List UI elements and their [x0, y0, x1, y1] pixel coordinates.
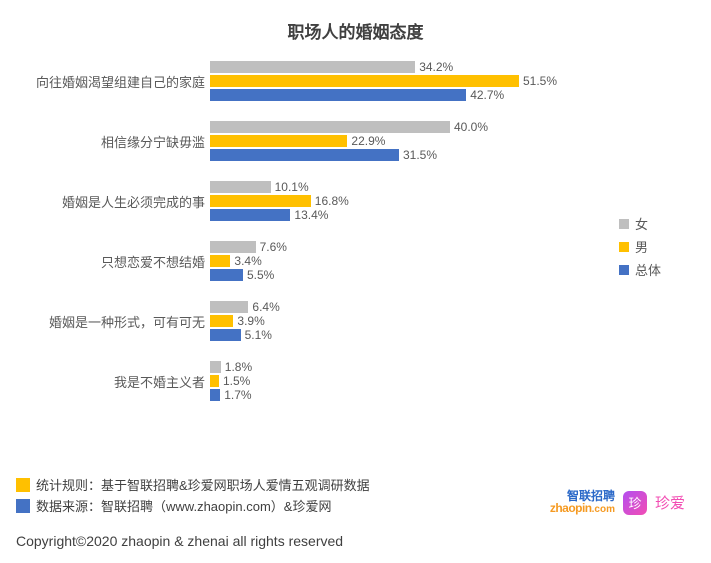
- bar: 3.9%: [210, 315, 233, 327]
- legend-item: 总体: [619, 260, 661, 279]
- note-source-label: 数据来源：: [36, 496, 101, 515]
- category-label: 相信缘分宁缺毋滥: [30, 132, 205, 151]
- legend-label: 女: [635, 214, 648, 233]
- bar-value: 5.1%: [241, 328, 272, 342]
- chart-title: 职场人的婚姻态度: [0, 0, 711, 53]
- bar-value: 31.5%: [399, 148, 437, 162]
- bar: 1.7%: [210, 389, 220, 401]
- bar-value: 34.2%: [415, 60, 453, 74]
- bar-value: 51.5%: [519, 74, 557, 88]
- note-rule-swatch: [16, 478, 30, 492]
- bar-value: 7.6%: [256, 240, 287, 254]
- bar-value: 10.1%: [271, 180, 309, 194]
- legend-swatch: [619, 265, 629, 275]
- bar-value: 1.7%: [220, 388, 251, 402]
- footer-notes: 统计规则： 基于智联招聘&珍爱网职场人爱情五观调研数据 数据来源： 智联招聘（w…: [16, 473, 370, 517]
- bar: 7.6%: [210, 241, 256, 253]
- legend-item: 女: [619, 214, 661, 233]
- category-label: 婚姻是一种形式，可有可无: [30, 312, 205, 331]
- legend-swatch: [619, 242, 629, 252]
- bar: 22.9%: [210, 135, 347, 147]
- bar: 6.4%: [210, 301, 248, 313]
- plot-area: 向往婚姻渴望组建自己的家庭34.2%51.5%42.7%相信缘分宁缺毋滥40.0…: [30, 53, 590, 423]
- bar: 13.4%: [210, 209, 290, 221]
- bar-value: 3.9%: [233, 314, 264, 328]
- bar-value: 13.4%: [290, 208, 328, 222]
- bar: 1.8%: [210, 361, 221, 373]
- bar: 34.2%: [210, 61, 415, 73]
- zhaopin-tld: .com: [592, 504, 615, 515]
- bar: 40.0%: [210, 121, 450, 133]
- legend-item: 男: [619, 237, 661, 256]
- legend-label: 总体: [635, 260, 661, 279]
- category-label: 只想恋爱不想结婚: [30, 252, 205, 271]
- category-label: 我是不婚主义者: [30, 372, 205, 391]
- zhaopin-en: zhaopin: [550, 501, 592, 515]
- bar-value: 5.5%: [243, 268, 274, 282]
- note-rule: 统计规则： 基于智联招聘&珍爱网职场人爱情五观调研数据: [16, 475, 370, 494]
- bar-value: 3.4%: [230, 254, 261, 268]
- note-source: 数据来源： 智联招聘（www.zhaopin.com）&珍爱网: [16, 496, 370, 515]
- bar: 16.8%: [210, 195, 311, 207]
- zhaopin-logo: 智联招聘 zhaopin.com: [550, 490, 615, 515]
- bar: 1.5%: [210, 375, 219, 387]
- note-rule-label: 统计规则：: [36, 475, 101, 494]
- bar: 5.1%: [210, 329, 241, 341]
- bar-value: 6.4%: [248, 300, 279, 314]
- note-rule-text: 基于智联招聘&珍爱网职场人爱情五观调研数据: [101, 475, 370, 494]
- bar: 31.5%: [210, 149, 399, 161]
- note-source-text: 智联招聘（www.zhaopin.com）&珍爱网: [101, 496, 331, 515]
- bar: 5.5%: [210, 269, 243, 281]
- logos: 智联招聘 zhaopin.com 珍 珍爱: [550, 490, 685, 515]
- bar-value: 42.7%: [466, 88, 504, 102]
- bar: 42.7%: [210, 89, 466, 101]
- legend-label: 男: [635, 237, 648, 256]
- zhenai-badge: 珍: [623, 491, 647, 515]
- bar-value: 1.8%: [221, 360, 252, 374]
- bar: 10.1%: [210, 181, 271, 193]
- legend: 女男总体: [619, 210, 661, 283]
- bar: 3.4%: [210, 255, 230, 267]
- note-source-swatch: [16, 499, 30, 513]
- category-label: 婚姻是人生必须完成的事: [30, 192, 205, 211]
- zhenai-text: 珍爱: [655, 492, 685, 513]
- bar-value: 16.8%: [311, 194, 349, 208]
- category-label: 向往婚姻渴望组建自己的家庭: [30, 72, 205, 91]
- bar-value: 22.9%: [347, 134, 385, 148]
- bar: 51.5%: [210, 75, 519, 87]
- legend-swatch: [619, 219, 629, 229]
- bar-value: 1.5%: [219, 374, 250, 388]
- copyright: Copyright©2020 zhaopin & zhenai all righ…: [16, 533, 343, 549]
- bar-value: 40.0%: [450, 120, 488, 134]
